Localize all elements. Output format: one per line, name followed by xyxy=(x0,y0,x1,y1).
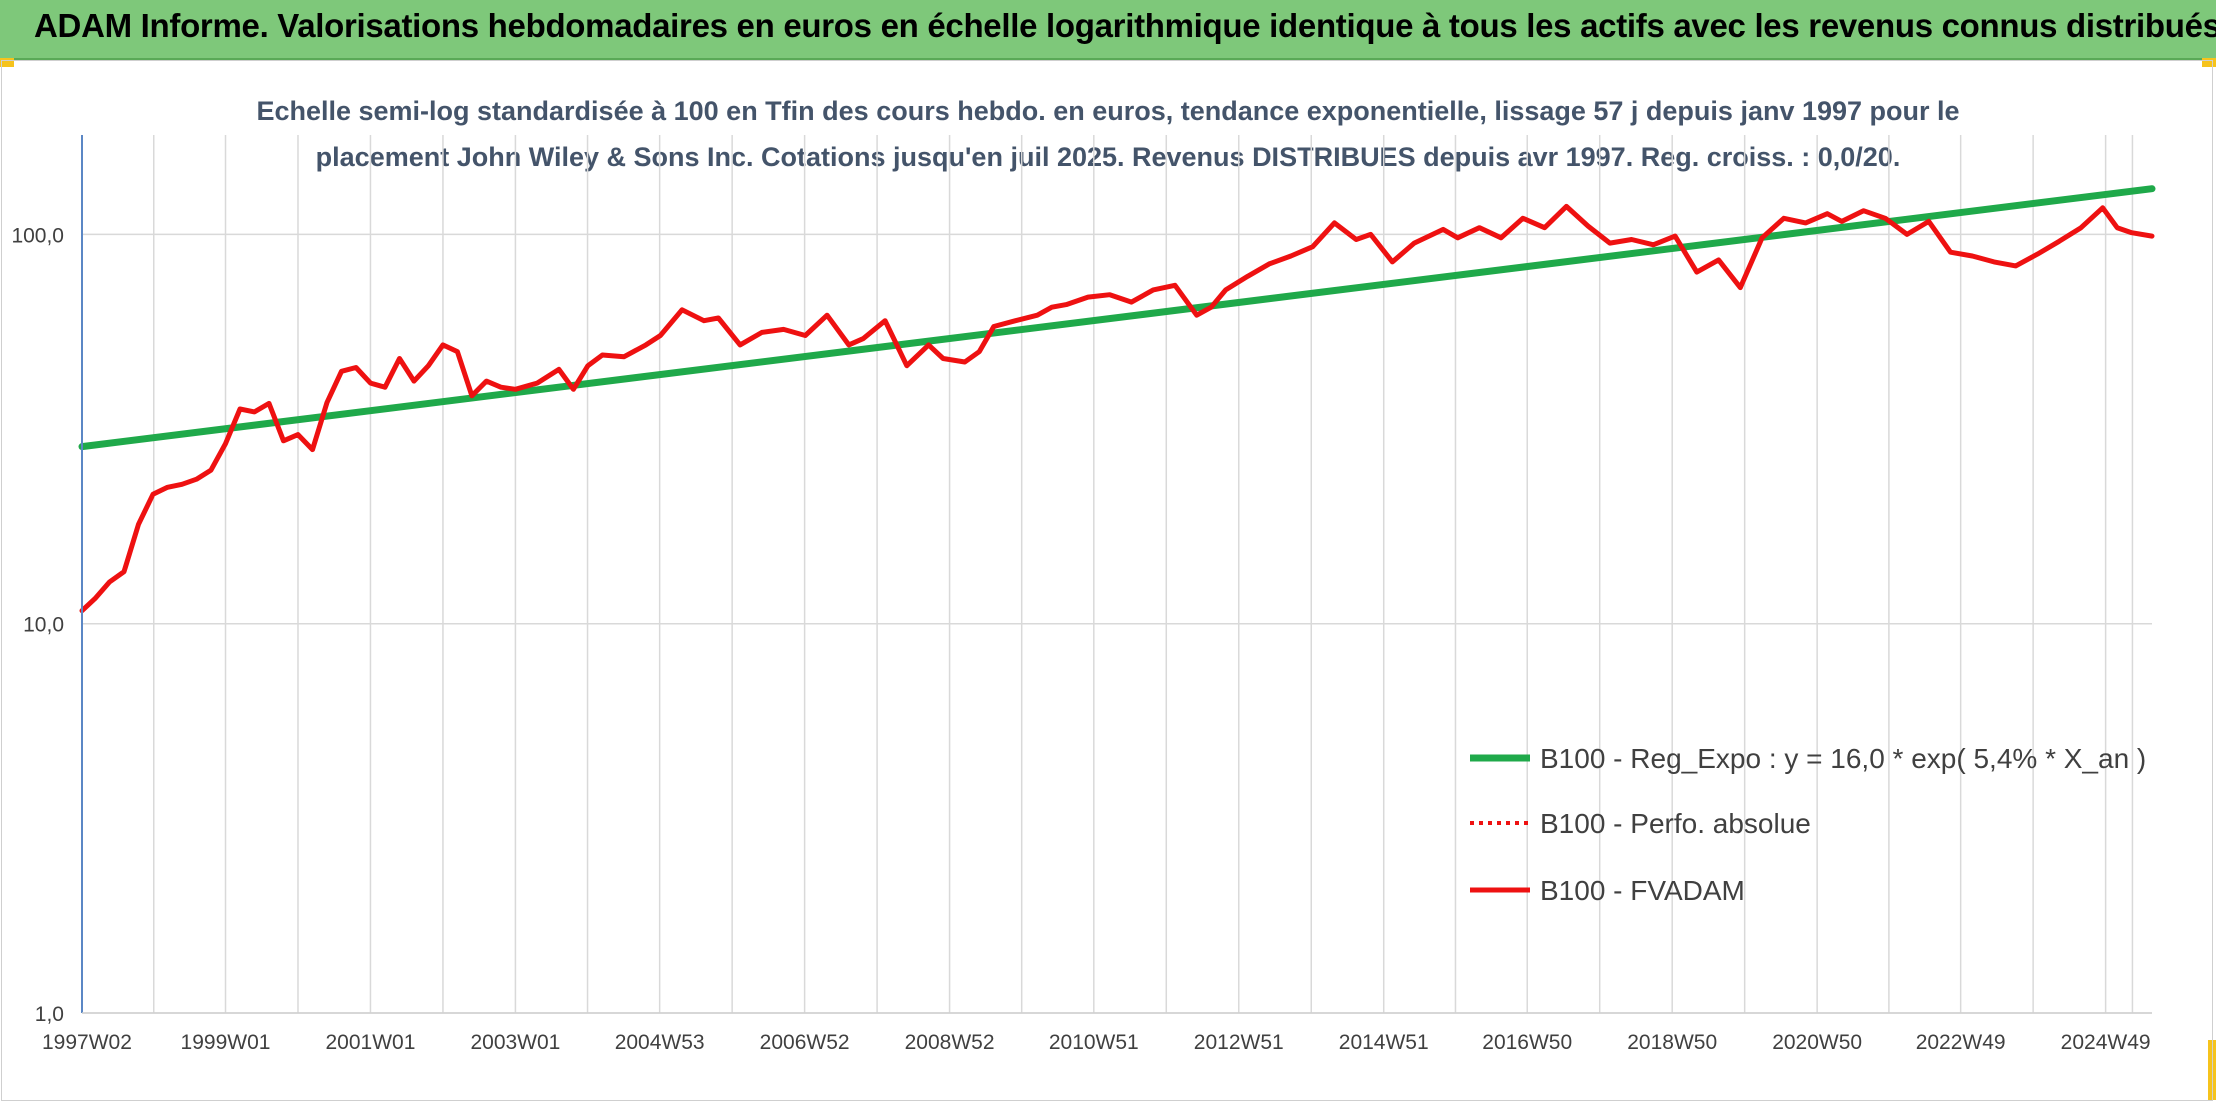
chart-title-line-1: Echelle semi-log standardisée à 100 en T… xyxy=(256,96,1960,126)
x-tick-label: 2014W51 xyxy=(1339,1031,1429,1054)
x-tick-label: 2024W49 xyxy=(2061,1031,2151,1054)
x-tick-label: 1999W01 xyxy=(181,1031,271,1054)
chart-title-line-2: placement John Wiley & Sons Inc. Cotatio… xyxy=(315,142,1901,172)
y-tick-label: 10,0 xyxy=(23,614,64,637)
tick-labels: 1,0 10,0 100,0 1997W02 1999W01 2001W01 2003W01… xyxy=(11,224,2150,1054)
legend-label: B100 - Reg_Expo : y = 16,0 * exp( 5,4% *… xyxy=(1540,743,2146,774)
y-tick-label: 1,0 xyxy=(35,1003,64,1026)
x-tick-label: 2010W51 xyxy=(1049,1031,1139,1054)
x-tick-label: 2018W50 xyxy=(1627,1031,1717,1054)
x-tick-label: 2001W01 xyxy=(326,1031,416,1054)
x-tick-label: 2012W51 xyxy=(1194,1031,1284,1054)
legend-label: B100 - Perfo. absolue xyxy=(1540,808,1811,839)
x-tick-label: 2003W01 xyxy=(470,1031,560,1054)
series-layer xyxy=(78,185,2156,614)
x-tick-label: 2008W52 xyxy=(905,1031,995,1054)
corner-marker-top-left xyxy=(0,58,14,67)
x-tick-label: 2020W50 xyxy=(1772,1031,1862,1054)
axes xyxy=(81,135,2152,1014)
legend-label: B100 - FVADAM xyxy=(1540,875,1745,906)
x-tick-label: 2016W50 xyxy=(1482,1031,1572,1054)
report-title: ADAM Informe. Valorisations hebdomadaire… xyxy=(34,7,2216,44)
header-banner: ADAM Informe. Valorisations hebdomadaire… xyxy=(0,0,2216,60)
x-tick-label: 2022W49 xyxy=(1916,1031,2006,1054)
x-tick-label: 2006W52 xyxy=(760,1031,850,1054)
x-tick-label: 2004W53 xyxy=(615,1031,705,1054)
corner-marker-top-right xyxy=(2202,58,2216,67)
y-tick-label: 100,0 xyxy=(11,224,64,247)
legend: B100 - Reg_Expo : y = 16,0 * exp( 5,4% *… xyxy=(1470,743,2146,906)
chart-frame xyxy=(1,60,2213,1101)
series-line-reg-expo xyxy=(78,185,2156,451)
series-line-fvadam xyxy=(79,203,2155,614)
gridlines xyxy=(82,135,2152,1014)
x-tick-label: 1997W02 xyxy=(42,1031,132,1054)
